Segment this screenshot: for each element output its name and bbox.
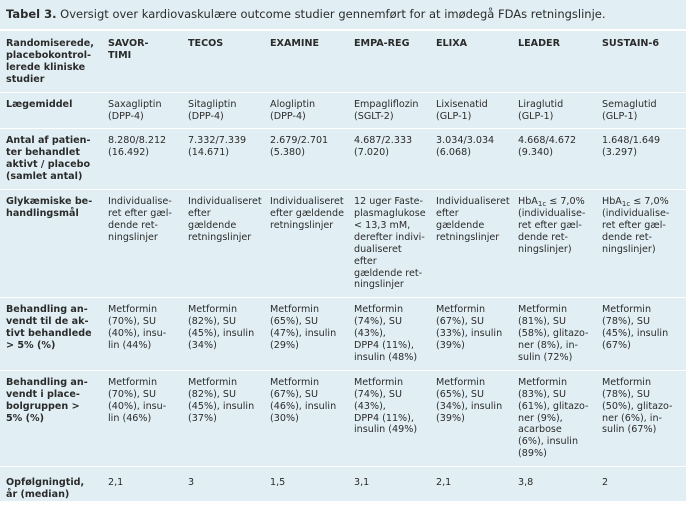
hba1c-prefix: HbA (602, 196, 622, 208)
table-row: Lægemiddel Saxagliptin (DPP-4) Sitaglipt… (0, 91, 686, 129)
study-header: SAVOR- TIMI (102, 28, 182, 93)
study-header: EXAMINE (264, 28, 348, 93)
table-cell: HbA1c ≤ 7,0% (individualise- ret efter gæ… (596, 189, 686, 298)
study-header: EMPA-REG (348, 28, 430, 93)
row-label: Opfølgningtid, år (median) (0, 466, 102, 515)
table-cell: Metformin (65%), SU (47%), insulin (29%) (264, 297, 348, 371)
table-cell: Metformin (78%), SU (50%), glitazo- ner … (596, 369, 686, 467)
table-cell: 3.034/3.034 (6.068) (430, 128, 512, 190)
table-cell: Metformin (81%), SU (58%), glitazo- ner … (512, 297, 596, 371)
table-cell: Sitagliptin (DPP-4) (182, 91, 264, 129)
hba1c-subscript: 1c (621, 200, 631, 209)
table-row: Opfølgningtid, år (median) 2,1 3 1,5 3,1… (0, 466, 686, 515)
hba1c-prefix: HbA (518, 196, 538, 208)
table-cell: 4.668/4.672 (9.340) (512, 128, 596, 190)
table-cell: Alogliptin (DPP-4) (264, 91, 348, 129)
table-cell: Metformin (70%), SU (40%), insu- lin (46… (102, 369, 182, 467)
table-row: Antal af patien- ter behandlet aktivt / … (0, 128, 686, 190)
table-row: Behandling an- vendt i place- bolgruppen… (0, 369, 686, 467)
table-cell: Liraglutid (GLP-1) (512, 91, 596, 129)
study-header: ELIXA (430, 28, 512, 93)
table-cell: 3,1 (348, 466, 430, 515)
table-cell: Lixisenatid (GLP-1) (430, 91, 512, 129)
table-cell: Metformin (78%), SU (45%), insulin (67%) (596, 297, 686, 371)
table-row: Behandling an- vendt til de ak- tivt beh… (0, 297, 686, 371)
table-cell: Individualiseret efter gældende retnings… (430, 189, 512, 298)
hba1c-threshold: ≤ 7,0% (630, 196, 669, 208)
table-row: Glykæmiske be- handlingsmål Individualis… (0, 189, 686, 298)
table-cell: 2 (596, 466, 686, 515)
table-cell: Metformin (67%), SU (33%), insulin (39%) (430, 297, 512, 371)
table-caption: Tabel 3. Oversigt over kardiovaskulære o… (0, 0, 686, 29)
row-label: Behandling an- vendt til de ak- tivt beh… (0, 297, 102, 371)
table-cell: Individualiseret efter gældende retnings… (264, 189, 348, 298)
table-cell: 1,5 (264, 466, 348, 515)
header-row-label: Randomiserede, placebokontrol- lerede kl… (0, 28, 102, 93)
table-cell-text: (individualise- ret efter gæl- dende ret… (602, 207, 670, 255)
table-cell: 3,8 (512, 466, 596, 515)
caption-text: Oversigt over kardiovaskulære outcome st… (56, 7, 606, 21)
table-cell: 3 (182, 466, 264, 515)
row-label: Lægemiddel (0, 91, 102, 129)
table-cell: Metformin (82%), SU (45%), insulin (34%) (182, 297, 264, 371)
table-cell: 4.687/2.333 (7.020) (348, 128, 430, 190)
table-cell: 2.679/2.701 (5.380) (264, 128, 348, 190)
table-cell: Saxagliptin (DPP-4) (102, 91, 182, 129)
hba1c-threshold: ≤ 7,0% (546, 196, 585, 208)
hba1c-target: HbA1c ≤ 7,0% (518, 196, 585, 209)
table-cell: Metformin (74%), SU (43%), DPP4 (11%), i… (348, 297, 430, 371)
table-cell: 12 uger Faste- plasmaglukose < 13,3 mM, … (348, 189, 430, 298)
table-cell: 2,1 (102, 466, 182, 515)
header-row: Randomiserede, placebokontrol- lerede kl… (0, 28, 686, 93)
table-cell: Metformin (74%), SU (43%), DPP4 (11%), i… (348, 369, 430, 467)
study-header: LEADER (512, 28, 596, 93)
table-cell: 2,1 (430, 466, 512, 515)
study-header: SUSTAIN-6 (596, 28, 686, 93)
row-label: Glykæmiske be- handlingsmål (0, 189, 102, 298)
table-cell: 8.280/8.212 (16.492) (102, 128, 182, 190)
table-cell-text: (individualise- ret efter gæl- dende ret… (518, 207, 586, 255)
study-header: TECOS (182, 28, 264, 93)
table-cell: 7.332/7.339 (14.671) (182, 128, 264, 190)
hba1c-subscript: 1c (537, 200, 547, 209)
hba1c-target: HbA1c ≤ 7,0% (602, 196, 669, 209)
table-cell: Semaglutid (GLP-1) (596, 91, 686, 129)
row-label: Behandling an- vendt i place- bolgruppen… (0, 369, 102, 467)
table-cell: 1.648/1.649 (3.297) (596, 128, 686, 190)
row-label: Antal af patien- ter behandlet aktivt / … (0, 128, 102, 190)
table-cell: HbA1c ≤ 7,0% (individualise- ret efter gæ… (512, 189, 596, 298)
outcome-studies-table: Randomiserede, placebokontrol- lerede kl… (0, 28, 686, 515)
table-cell: Metformin (67%), SU (46%), insulin (30%) (264, 369, 348, 467)
table-cell: Metformin (83%), SU (61%), glitazo- ner … (512, 369, 596, 467)
table-cell: Individualise- ret efter gæl- dende ret-… (102, 189, 182, 298)
table-cell: Metformin (70%), SU (40%), insu- lin (44… (102, 297, 182, 371)
table-cell: Metformin (82%), SU (45%), insulin (37%) (182, 369, 264, 467)
table-cell: Empagliflozin (SGLT-2) (348, 91, 430, 129)
table-cell: Metformin (65%), SU (34%), insulin (39%) (430, 369, 512, 467)
table-cell: Individualiseret efter gældende retnings… (182, 189, 264, 298)
caption-label: Tabel 3. (6, 7, 57, 21)
